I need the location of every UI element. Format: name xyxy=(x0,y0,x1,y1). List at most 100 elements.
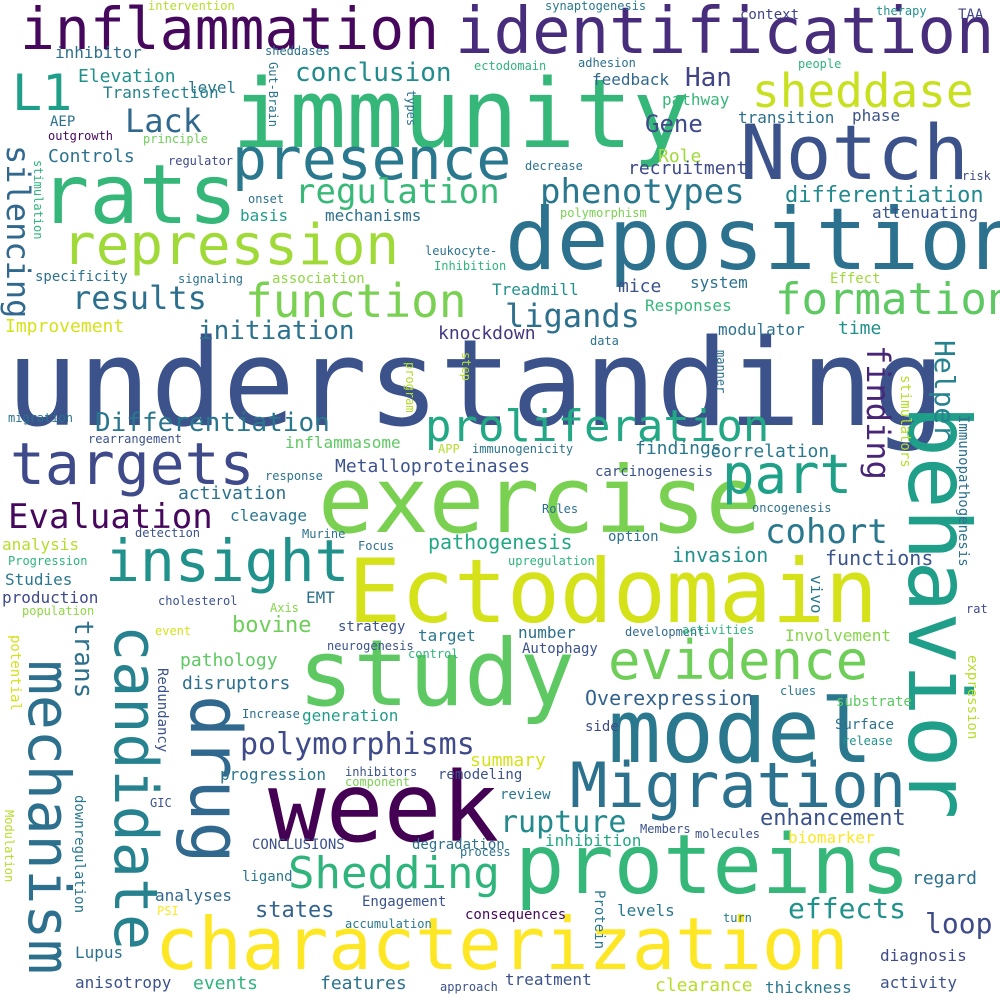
word: loop xyxy=(925,907,993,940)
word: identification xyxy=(455,0,995,69)
word: stimulators xyxy=(897,375,913,468)
word: leukocyte- xyxy=(425,244,498,258)
word: candidate xyxy=(100,625,170,951)
word: transition xyxy=(738,108,835,127)
word: Evaluation xyxy=(8,497,213,537)
word: Protein xyxy=(591,890,607,950)
word: release xyxy=(842,734,893,748)
word: phase xyxy=(852,106,901,125)
word: treatment xyxy=(505,970,592,989)
word: rats xyxy=(40,148,238,243)
word: rearrangement xyxy=(88,432,182,446)
word: Surface xyxy=(835,717,895,733)
word: side xyxy=(585,719,619,735)
word: cholesterol xyxy=(158,594,238,608)
word: model xyxy=(608,680,873,783)
word: vivo xyxy=(807,575,826,614)
word: Axis xyxy=(270,601,299,615)
word: clearance xyxy=(655,975,753,996)
word: Responses xyxy=(645,296,732,315)
word: upregulation xyxy=(508,554,595,568)
word: molecules xyxy=(695,827,761,841)
word: EMT xyxy=(306,588,335,607)
word: CONCLUSIONS xyxy=(252,837,345,853)
word: Elevation xyxy=(78,66,176,87)
word: Lack xyxy=(125,102,203,140)
word: clues xyxy=(780,684,817,698)
word: degradation xyxy=(412,837,505,853)
word: migration xyxy=(8,411,74,425)
word: association xyxy=(272,271,365,287)
word: knockdown xyxy=(438,323,536,344)
word: Inhibition xyxy=(434,259,507,273)
word: behavior xyxy=(888,405,988,820)
word: disruptors xyxy=(182,673,291,694)
word: repression xyxy=(62,213,400,278)
word: turn xyxy=(723,911,752,925)
word: insight xyxy=(105,527,350,595)
word: pathogenesis xyxy=(428,530,573,554)
word: pathology xyxy=(180,650,278,671)
word: activity xyxy=(880,973,958,992)
word: activities xyxy=(682,623,755,637)
word: biomarker xyxy=(788,828,875,847)
word: inhibition xyxy=(545,831,642,850)
word: regulator xyxy=(168,154,234,168)
word: Increase xyxy=(242,707,300,721)
word: functions xyxy=(825,546,934,570)
word: stimulation xyxy=(31,160,45,240)
word: immunity xyxy=(232,60,690,170)
word: target xyxy=(418,626,476,645)
word: review xyxy=(500,787,551,803)
word: inflammation xyxy=(20,0,440,63)
word: context xyxy=(740,7,800,23)
word: outgrowth xyxy=(48,129,114,143)
word: consequences xyxy=(465,907,567,923)
word: Han xyxy=(685,63,732,93)
word: week xyxy=(268,752,500,864)
word: summary xyxy=(470,750,546,771)
word: response xyxy=(265,469,323,483)
word: oncogenesis xyxy=(752,501,832,515)
word: Engagement xyxy=(362,894,447,910)
word: risk xyxy=(962,169,991,183)
word: pathway xyxy=(662,90,730,109)
word: Ectodomain xyxy=(348,540,878,643)
word: Improvement xyxy=(5,316,125,337)
word: process xyxy=(460,845,511,859)
word: phenotypes xyxy=(540,172,745,212)
word: level xyxy=(188,78,237,97)
word: system xyxy=(690,273,748,292)
word: generation xyxy=(302,706,399,725)
word: carcinogenesis xyxy=(595,464,714,480)
word: deposition xyxy=(505,190,1000,290)
word: PSI xyxy=(157,904,179,918)
word: Studies xyxy=(5,570,73,589)
word: mechanism xyxy=(15,660,83,975)
word: study xyxy=(298,620,575,727)
word: progression xyxy=(220,765,326,784)
word: modulator xyxy=(718,320,805,339)
word: mechanisms xyxy=(325,206,422,225)
word: evidence xyxy=(608,629,869,692)
word: Shedding xyxy=(288,848,500,899)
word: principle xyxy=(143,132,209,146)
word: function xyxy=(245,274,467,328)
word: APP xyxy=(438,442,460,456)
word: Modulation xyxy=(2,810,16,883)
word: detection xyxy=(135,526,201,540)
word: Gene xyxy=(645,110,703,138)
word: events xyxy=(193,973,259,994)
word: features xyxy=(320,973,407,994)
word: development xyxy=(625,625,705,639)
word: strategy xyxy=(338,619,406,635)
word: GIC xyxy=(150,796,172,810)
word: event xyxy=(155,624,192,638)
word: activation xyxy=(178,483,287,504)
word: thickness xyxy=(765,978,852,997)
word: L1 xyxy=(12,64,73,122)
word: polymorphism xyxy=(560,206,647,220)
word: ligand xyxy=(242,869,293,885)
word: understanding xyxy=(6,315,946,454)
word: analyses xyxy=(155,886,233,905)
